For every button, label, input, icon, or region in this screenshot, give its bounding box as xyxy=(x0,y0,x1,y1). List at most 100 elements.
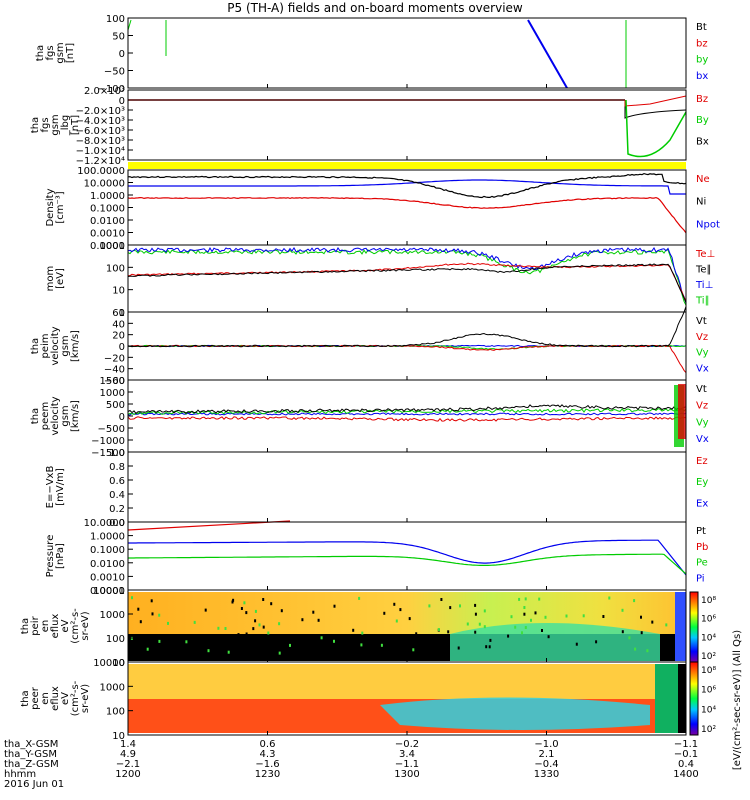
y-axis-label: sr-eV) xyxy=(80,684,91,713)
y-tick-label: 0.0 xyxy=(109,518,125,529)
y-tick-label: 0.0001 xyxy=(90,586,125,597)
spectrogram-ion-speckle xyxy=(523,606,526,609)
series-bx xyxy=(527,19,568,89)
spectrogram-ion-speckle xyxy=(547,635,550,639)
y-tick-label: 40 xyxy=(112,319,125,330)
legend-entry: by xyxy=(696,55,708,66)
legend-entry: Bz xyxy=(696,94,708,105)
spectrogram-ion-speckle xyxy=(447,630,450,634)
spectrogram-ion-speckle xyxy=(521,631,523,635)
spectrogram-ion-speckle xyxy=(474,630,477,634)
spectrogram-ion-speckle xyxy=(217,626,220,630)
spectrogram-ion-speckle xyxy=(211,638,214,642)
y-tick-label: 1.0000 xyxy=(90,191,125,202)
x-tick-label: 3.4 xyxy=(399,749,415,760)
x-tick-label: −0.1 xyxy=(674,749,698,760)
spectrogram-ion-speckle xyxy=(640,631,643,635)
legend-entry: Ey xyxy=(696,477,708,488)
spectrogram-ion-speckle xyxy=(133,639,136,642)
x-row-label: tha_X-GSM xyxy=(4,739,58,750)
y-tick-label: 0.0010 xyxy=(90,572,125,583)
colorbar xyxy=(690,662,698,735)
x-tick-label: 1400 xyxy=(673,769,698,780)
legend-entry: Pt xyxy=(696,526,706,537)
spectrogram-ion-speckle xyxy=(478,622,481,626)
date-label: 2016 Jun 01 xyxy=(4,779,64,790)
spectrogram-ion-speckle xyxy=(167,636,170,640)
y-tick-label: 2.0×10³ xyxy=(84,86,125,97)
series-Vz-peim xyxy=(127,344,687,374)
spectrogram-ion-speckle xyxy=(147,641,150,645)
panel-frame xyxy=(127,451,687,523)
spectrogram-ion-speckle xyxy=(651,620,654,624)
spectrogram-ion-speckle xyxy=(257,651,260,655)
spectrogram-ion-speckle xyxy=(193,646,196,650)
y-tick-label: 10000 xyxy=(93,658,125,669)
spectrogram-ion-speckle xyxy=(360,643,363,647)
y-axis-label: peem xyxy=(40,402,51,430)
spectrogram-ion-speckle xyxy=(289,643,291,647)
y-tick-label: −100 xyxy=(98,84,125,95)
y-axis-label: velocity xyxy=(50,396,61,435)
x-tick-label: 1230 xyxy=(255,769,280,780)
y-axis-label: tha xyxy=(30,117,41,133)
x-tick-label: −1.1 xyxy=(674,739,698,750)
y-tick-label: 1000 xyxy=(100,388,125,399)
y-tick-label: −20 xyxy=(104,353,125,364)
colorbar-tick-label: 10⁸ xyxy=(701,666,716,676)
y-tick-label: 1000 xyxy=(100,682,125,693)
spectrogram-ion-speckle xyxy=(524,597,527,601)
series-Vt-peem xyxy=(127,404,687,415)
spectrogram-ion-speckle xyxy=(565,614,568,618)
spectrogram-ion-speckle xyxy=(428,604,431,608)
x-tick-label: −1.6 xyxy=(255,759,279,770)
spectrogram-ion-speckle xyxy=(428,637,431,641)
colorbar-frame xyxy=(689,661,699,736)
spectrogram-ion-speckle xyxy=(240,607,243,610)
spectrogram-ion-speckle xyxy=(474,603,477,607)
x-tick-label: −2.1 xyxy=(116,759,140,770)
y-tick-label: −40 xyxy=(104,365,125,376)
y-tick-label: 0.4 xyxy=(109,490,125,501)
y-tick-label: 10.0000 xyxy=(84,179,125,190)
spectrogram-ion-speckle xyxy=(665,623,668,627)
y-tick-label: −1000 xyxy=(91,436,125,447)
spectrogram-ion-speckle xyxy=(393,602,396,606)
spectrogram-ion-speckle xyxy=(243,601,246,605)
y-axis-label: (cm²-s- xyxy=(70,680,81,716)
x-tick-label: 1330 xyxy=(534,769,559,780)
colorbar-tick-label: 10⁶ xyxy=(701,686,716,696)
y-tick-label: 100.0000 xyxy=(77,166,125,177)
y-tick-label: 0.8 xyxy=(109,462,125,473)
legend-entry: Ex xyxy=(696,498,708,509)
y-tick-label: −4.0×10³ xyxy=(76,116,125,127)
y-axis-label: tha xyxy=(30,408,41,424)
y-axis-label: [km/s] xyxy=(70,330,81,362)
y-tick-label: 0.0100 xyxy=(90,559,125,570)
x-tick-label: 2.1 xyxy=(539,749,555,760)
spectrogram-ion-speckle xyxy=(510,615,513,619)
y-axis-label: (cm²-s- xyxy=(70,608,81,644)
y-tick-label: 50 xyxy=(112,32,125,43)
series-Ni xyxy=(127,172,687,199)
y-axis-label: [mV/m] xyxy=(55,468,66,506)
legend-entry: Vt xyxy=(696,384,707,395)
legend-entry: Te⊥ xyxy=(695,249,715,260)
spectrogram-ion-speckle xyxy=(158,639,161,643)
legend-entry: bx xyxy=(696,71,708,82)
y-axis-label: eflux xyxy=(50,614,61,639)
spectrogram-ion-patch xyxy=(450,623,660,661)
colorbar-tick-label: 10⁶ xyxy=(701,615,716,625)
y-axis-label: eV xyxy=(60,692,71,705)
x-tick-label: 0.4 xyxy=(678,759,694,770)
y-axis-label: en xyxy=(40,692,51,705)
y-tick-label: −6.0×10³ xyxy=(76,126,125,137)
spectrogram-ion-speckle xyxy=(245,632,248,636)
y-axis-label: peir xyxy=(30,615,41,635)
spectrogram-ion-speckle xyxy=(190,636,193,640)
legend-entry: Ez xyxy=(696,456,708,467)
mode-flag-bar xyxy=(128,162,686,169)
y-tick-label: 0 xyxy=(119,49,125,60)
panel-frame xyxy=(127,521,687,591)
